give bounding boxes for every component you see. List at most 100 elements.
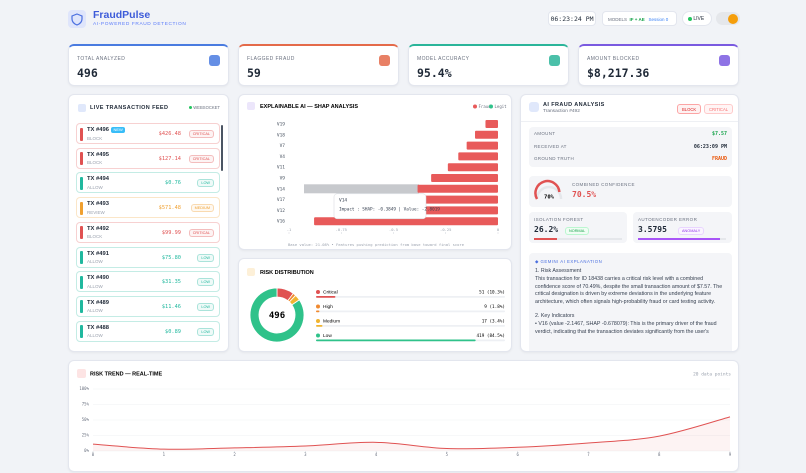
feed-new-badge: NEW: [111, 126, 126, 133]
analysis-title: AI FRAUD ANALYSIS: [543, 102, 605, 108]
logo-icon: [71, 13, 83, 26]
x-tick-label: 9: [729, 452, 732, 457]
x-tick-label: -0.25: [440, 227, 451, 232]
gauge-label: 70%: [544, 195, 555, 201]
analysis-card: AI FRAUD ANALYSIS Transaction #492 BLOCK…: [520, 94, 739, 352]
feed-amount: $0.76: [165, 180, 181, 187]
theme-toggle[interactable]: [716, 12, 740, 25]
feed-level: LOW: [197, 302, 214, 311]
feed-item[interactable]: TX #491 ALLOW $75.80 LOW: [76, 246, 220, 268]
feed-item[interactable]: TX #495 BLOCK $127.14 CRITICAL: [76, 147, 220, 169]
chart-note: Base value: 21.08% • Features pushing pr…: [288, 242, 465, 247]
feed-level: CRITICAL: [188, 130, 214, 138]
legend-label: Fraud: [479, 104, 492, 109]
feed-item[interactable]: TX #490 ALLOW $31.35 LOW: [76, 271, 220, 293]
analysis-transaction: Transaction #492: [543, 109, 580, 114]
isolation-box: ISOLATION FOREST 26.2% NORMAL: [529, 212, 627, 243]
feed-color-bar: [80, 251, 83, 264]
y-tick-label: 75%: [82, 402, 90, 407]
donut-center: 496: [269, 311, 285, 321]
trend-title: RISK TREND — REAL-TIME: [90, 371, 162, 377]
connection-text: WEBSOCKET: [193, 105, 220, 110]
kpi-card: TOTAL ANALYZED 496: [68, 44, 229, 86]
feed-item[interactable]: TX #492 BLOCK $99.99 CRITICAL: [76, 221, 220, 243]
y-tick-label: V19: [277, 122, 285, 128]
autoencoder-value: 3.5795: [638, 225, 667, 234]
tooltip-title: V14: [339, 197, 347, 203]
feed-id: TX #491: [87, 250, 109, 257]
explanation-text: 2. Key Indicators: [535, 312, 575, 319]
x-tick-label: 5: [446, 452, 449, 457]
y-tick-label: V4: [280, 154, 286, 160]
connection-dot: [188, 105, 193, 109]
y-tick-label: V16: [277, 219, 285, 225]
gauge-arc: [534, 179, 561, 200]
feed-card: LIVE TRANSACTION FEED WEBSOCKET TX #496 N…: [68, 94, 229, 352]
info-value: 06:23:09 PM: [693, 143, 727, 150]
feed-item[interactable]: TX #488 ALLOW $0.89 LOW: [76, 320, 220, 342]
gauge: 70%: [534, 179, 563, 201]
legend-dot: [316, 333, 320, 338]
x-tick-label: 3: [304, 452, 307, 457]
feed-amount: $75.80: [161, 254, 181, 261]
live-dot: [688, 16, 692, 21]
bar-track: [316, 310, 505, 313]
autoencoder-box: AUTOENCODER ERROR 3.5795 ANOMALY: [633, 212, 732, 243]
feed-item[interactable]: TX #494 ALLOW $0.76 LOW: [76, 172, 220, 194]
feed-item[interactable]: TX #493 REVIEW $571.48 MEDIUM: [76, 197, 220, 219]
autoencoder-track: [638, 238, 726, 240]
app-title: FraudPulse: [93, 9, 151, 21]
autoencoder-status: ANOMALY: [678, 227, 705, 235]
isolation-value: 26.2%: [534, 225, 559, 234]
x-tick-label: -1: [287, 227, 292, 232]
models: IF + AE: [629, 17, 645, 22]
trend-icon: [77, 369, 86, 378]
scrollbar[interactable]: [221, 125, 223, 171]
info-value: $7.57: [711, 131, 727, 137]
feed-amount: $127.14: [158, 155, 181, 162]
autoencoder-fill: [638, 238, 720, 240]
feed-id: TX #489: [87, 299, 109, 306]
kpi-label: MODEL ACCURACY: [417, 56, 470, 62]
confidence-label: COMBINED CONFIDENCE: [572, 182, 635, 187]
feed-amount: $99.99: [161, 229, 181, 236]
kpi-value: 496: [77, 66, 98, 80]
feed-color-bar: [80, 201, 83, 215]
feed-color-bar: [80, 226, 83, 240]
feed-action: ALLOW: [87, 283, 103, 289]
kpi-card: AMOUNT BLOCKED $8,217.36: [578, 44, 739, 86]
feed-action: ALLOW: [87, 333, 103, 339]
bar: [466, 141, 498, 150]
x-tick-label: 6: [516, 452, 519, 457]
isolation-status: NORMAL: [565, 227, 590, 235]
bar-track: [316, 296, 505, 298]
distribution-icon: [247, 268, 255, 276]
feed-level: CRITICAL: [188, 228, 214, 237]
x-tick-label: 4: [375, 452, 378, 457]
distribution-title: RISK DISTRIBUTION: [260, 270, 314, 276]
tooltip-box: [333, 193, 427, 220]
legend-dot: [316, 290, 320, 294]
explanation-box: ◆ GEMINI AI EXPLANATION 1. Risk Assessme…: [529, 253, 732, 351]
kpi-label: AMOUNT BLOCKED: [587, 56, 640, 62]
connection: WEBSOCKET: [188, 105, 220, 110]
explanation-text: 1. Risk Assessment: [535, 268, 582, 274]
gauge-track: [535, 185, 563, 200]
feed-amount: $11.46: [161, 303, 181, 310]
feed-item[interactable]: TX #489 ALLOW $11.46 LOW: [76, 295, 220, 317]
x-tick-label: 2: [233, 452, 236, 457]
feed-item[interactable]: TX #496 NEW BLOCK $426.48 CRITICAL: [76, 123, 220, 144]
explanation-title: ◆ GEMINI AI EXPLANATION: [535, 259, 603, 264]
feed-color-bar: [80, 152, 83, 166]
divider: [521, 121, 738, 122]
feed-level: LOW: [197, 179, 214, 188]
y-tick-label: 0%: [84, 448, 89, 453]
live-status: LIVE: [682, 11, 712, 26]
trend-chart: RISK TREND — REAL-TIME 20 data points 0%…: [77, 369, 732, 457]
y-tick-label: V12: [277, 208, 285, 214]
x-tick-label: 0: [92, 452, 95, 457]
distribution-card: RISK DISTRIBUTION Critical 51 (10.3%) High…: [238, 258, 512, 352]
info-label: RECEIVED AT: [534, 143, 567, 149]
value-label: 17 (3.4%): [482, 319, 505, 325]
